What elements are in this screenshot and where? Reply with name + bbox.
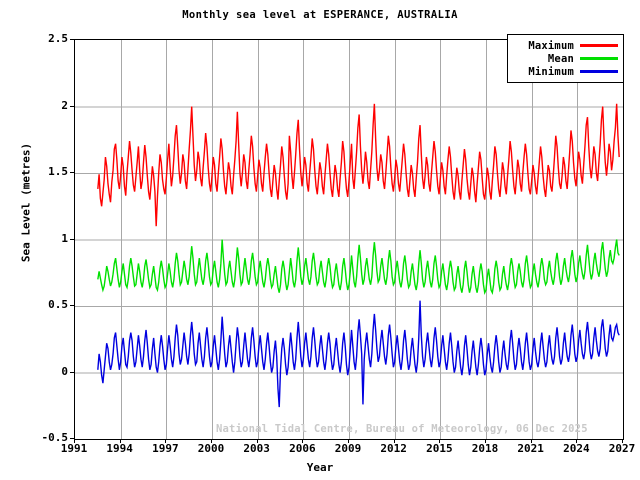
legend-swatch-mean bbox=[580, 57, 618, 60]
x-tick-label: 2012 bbox=[380, 442, 407, 455]
legend-swatch-maximum bbox=[580, 44, 618, 47]
x-tick-label: 2027 bbox=[608, 442, 636, 455]
plot-inner bbox=[75, 40, 623, 439]
legend-label-mean: Mean bbox=[547, 52, 574, 65]
legend-item-minimum: Minimum bbox=[512, 65, 618, 78]
y-tick-mark bbox=[70, 239, 74, 240]
series-line-mean bbox=[97, 239, 620, 296]
x-tick-mark bbox=[165, 439, 166, 443]
x-tick-mark bbox=[439, 439, 440, 443]
y-tick-mark bbox=[70, 106, 74, 107]
y-tick-label: 0 bbox=[61, 364, 68, 378]
legend-item-maximum: Maximum bbox=[512, 39, 618, 52]
x-tick-mark bbox=[576, 439, 577, 443]
x-tick-mark bbox=[531, 439, 532, 443]
x-tick-mark bbox=[348, 439, 349, 443]
x-tick-mark bbox=[257, 439, 258, 443]
y-tick-mark bbox=[70, 305, 74, 306]
x-tick-label: 2024 bbox=[563, 442, 590, 455]
y-tick-label: 1.5 bbox=[48, 165, 68, 178]
y-tick-label: 0.5 bbox=[48, 298, 68, 311]
plot-area bbox=[74, 39, 624, 440]
chart-title: Monthly sea level at ESPERANCE, AUSTRALI… bbox=[182, 9, 458, 21]
x-tick-label: 2000 bbox=[197, 442, 225, 455]
data-series bbox=[97, 103, 620, 408]
series-line-maximum bbox=[97, 103, 620, 227]
legend-swatch-minimum bbox=[580, 70, 618, 73]
x-tick-mark bbox=[485, 439, 486, 443]
x-tick-label: 2006 bbox=[289, 442, 316, 455]
y-tick-label: -0.5 bbox=[41, 431, 69, 444]
y-tick-mark bbox=[70, 438, 74, 439]
y-tick-label: 2 bbox=[61, 98, 68, 112]
y-tick-label: 1 bbox=[61, 231, 68, 245]
x-tick-label: 2015 bbox=[426, 442, 453, 455]
x-tick-mark bbox=[120, 439, 121, 443]
x-tick-mark bbox=[302, 439, 303, 443]
legend-label-minimum: Minimum bbox=[528, 65, 574, 78]
x-tick-mark bbox=[211, 439, 212, 443]
legend-label-maximum: Maximum bbox=[528, 39, 574, 52]
y-axis-tick-labels: 2.5 2 1.5 1 0.5 0 -0.5 bbox=[0, 0, 69, 480]
x-tick-mark bbox=[74, 439, 75, 443]
legend-item-mean: Mean bbox=[512, 52, 618, 65]
x-tick-label: 1991 bbox=[60, 442, 88, 455]
grid-lines bbox=[75, 40, 623, 439]
x-axis-title: Year bbox=[306, 461, 334, 474]
y-tick-mark bbox=[70, 172, 74, 173]
x-tick-label: 1997 bbox=[152, 442, 179, 455]
x-tick-mark bbox=[622, 439, 623, 443]
x-tick-label: 2003 bbox=[243, 442, 270, 455]
y-tick-mark bbox=[70, 39, 74, 40]
x-tick-label: 1994 bbox=[106, 442, 133, 455]
y-tick-mark bbox=[70, 372, 74, 373]
x-tick-label: 2009 bbox=[334, 442, 362, 455]
y-tick-label: 2.5 bbox=[48, 32, 68, 45]
chart-legend: Maximum Mean Minimum bbox=[507, 34, 624, 83]
x-tick-label: 2018 bbox=[471, 442, 499, 455]
x-tick-mark bbox=[394, 439, 395, 443]
x-tick-label: 2021 bbox=[517, 442, 544, 455]
series-line-minimum bbox=[97, 300, 620, 408]
